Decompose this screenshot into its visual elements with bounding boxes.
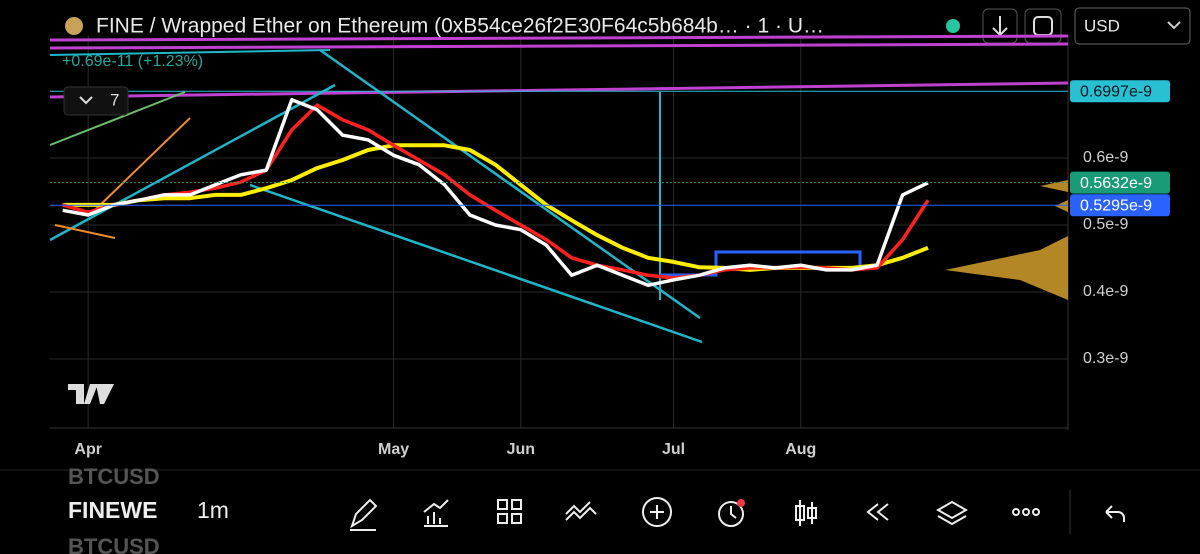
currency-select[interactable] [1074, 7, 1191, 45]
status-dot [946, 19, 960, 33]
y-tick-label: 0.3e-9 [1083, 350, 1128, 367]
price-label: 0.6997e-9 [1080, 83, 1152, 100]
price-label: 0.5295e-9 [1080, 197, 1152, 214]
chevron [1167, 21, 1181, 30]
x-tick-label: Jun [507, 441, 535, 458]
price-label-box [1070, 194, 1170, 217]
drawing-line [54, 224, 116, 239]
indicators-icon[interactable] [423, 499, 449, 527]
drawing-line [49, 81, 1069, 99]
x-tick-label: Apr [74, 441, 102, 458]
logo [68, 384, 114, 404]
drawing-line [94, 117, 191, 211]
symbol-next[interactable]: BTCUSD [68, 534, 160, 554]
volume-profile [945, 180, 1068, 300]
y-tick-label: 0.6e-9 [1083, 149, 1128, 166]
indicators-toggle[interactable] [63, 86, 129, 116]
series-line [62, 97, 929, 288]
x-tick-label: Jul [662, 441, 685, 458]
currency: USD [1084, 16, 1120, 35]
drawing-line [49, 42, 1069, 50]
symbol[interactable]: FINEWE [68, 497, 157, 523]
y-tick-label: 0.4e-9 [1083, 283, 1128, 300]
price-label: 0.5632e-9 [1080, 175, 1152, 192]
draw-icon[interactable] [350, 498, 378, 531]
token-icon [65, 17, 83, 35]
more-icon[interactable] [1012, 508, 1020, 516]
layouts-icon[interactable] [497, 499, 522, 524]
compare-icon[interactable] [565, 501, 597, 521]
y-tick-label: 0.5e-9 [1083, 216, 1128, 233]
x-tick-label: Aug [785, 441, 816, 458]
symbol-prev[interactable]: BTCUSD [68, 464, 160, 489]
price-label-box [1070, 171, 1170, 194]
drawing-line [49, 91, 186, 146]
price-change: +0.69e-11 (+1.23%) [62, 53, 203, 70]
undo-icon[interactable] [1105, 505, 1125, 522]
indicator-count: 7 [110, 90, 119, 109]
fullscreen-button[interactable] [1024, 8, 1062, 44]
trend-line [249, 183, 703, 344]
layers-icon[interactable] [935, 500, 969, 526]
alert-badge [737, 499, 745, 507]
interval[interactable]: 1m [197, 497, 229, 523]
candles-icon[interactable] [795, 500, 817, 526]
drawing-line [49, 49, 331, 56]
chevron [79, 96, 93, 105]
price-label-box [1070, 80, 1170, 103]
add-icon[interactable] [642, 497, 672, 527]
alert-icon[interactable] [718, 501, 744, 527]
x-tick-label: May [378, 441, 409, 458]
drawing-line [49, 34, 1069, 42]
symbol-title[interactable]: FINE / Wrapped Ether on Ethereum (0xB54c… [96, 15, 824, 38]
replay-icon[interactable] [866, 503, 889, 521]
